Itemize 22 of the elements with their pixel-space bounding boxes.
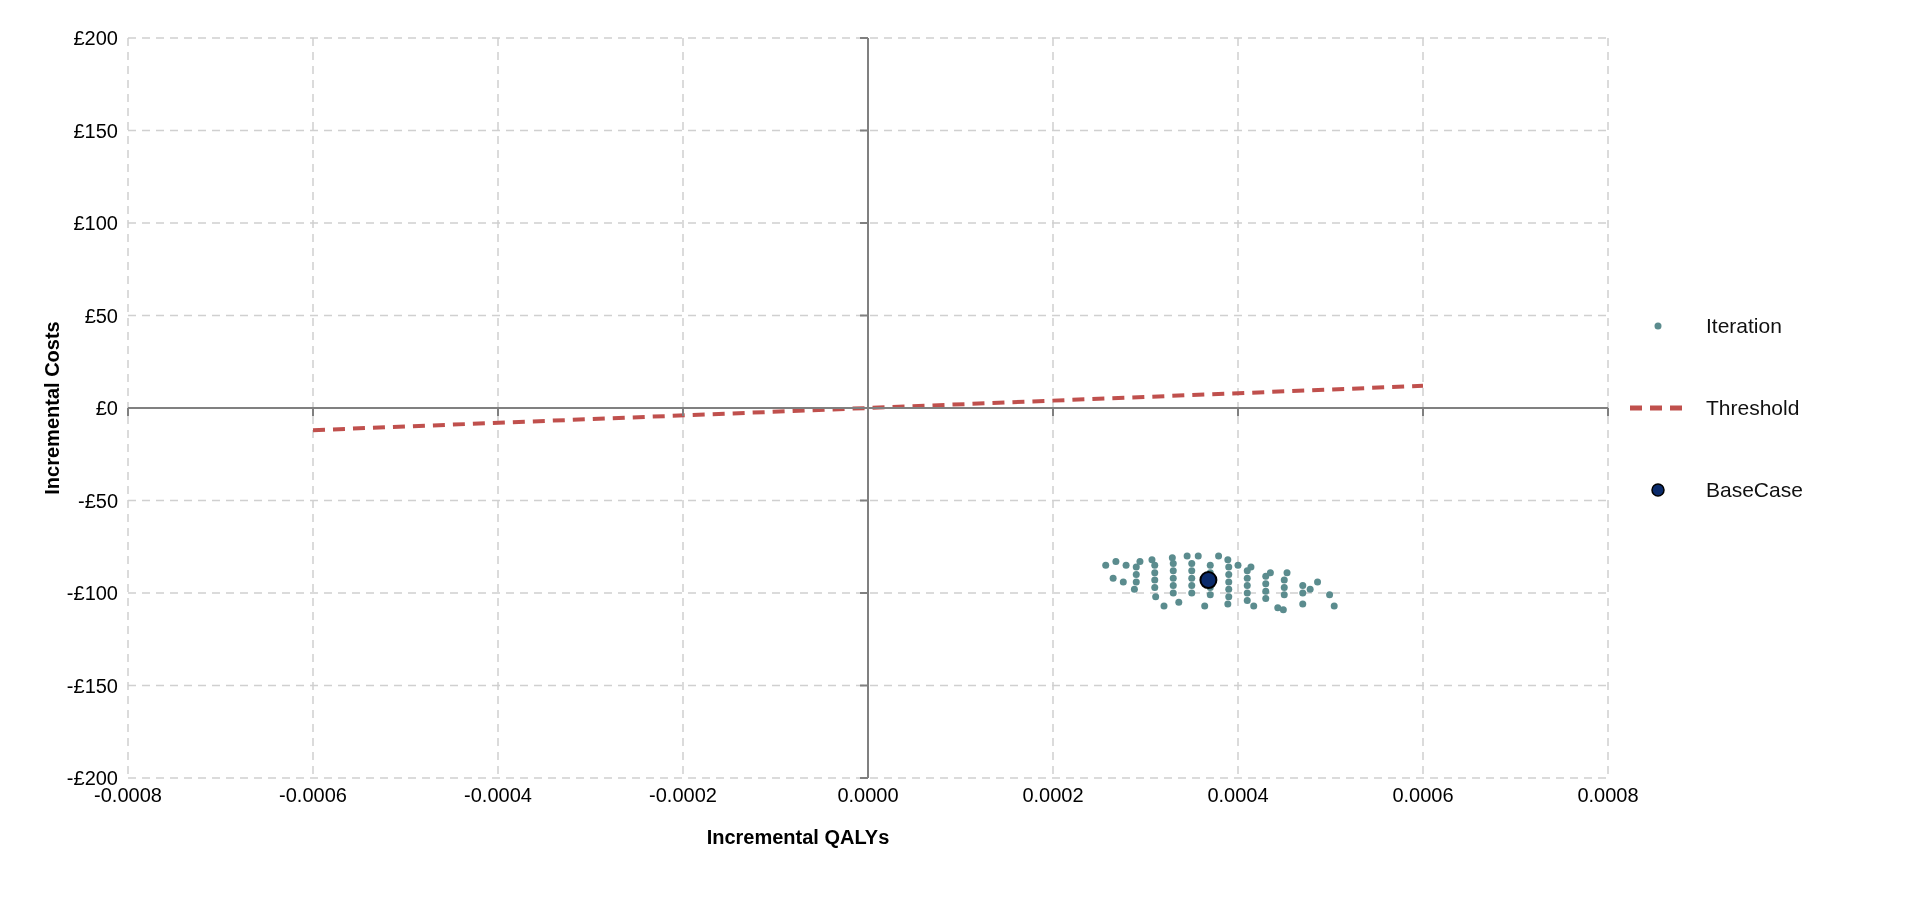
y-tick-label: £100 [73, 212, 118, 235]
y-tick-label: -£100 [66, 582, 118, 605]
y-tick-label: £50 [84, 304, 118, 327]
x-axis-title: Incremental QALYs [705, 826, 891, 849]
x-tick-label: -0.0004 [464, 784, 532, 807]
x-tick-label: 0.0008 [1577, 784, 1639, 807]
x-tick-label: -0.0006 [279, 784, 347, 807]
y-tick-label: £150 [73, 119, 118, 142]
y-axis-title: Incremental Costs [40, 321, 64, 495]
y-tick-label: £0 [95, 397, 118, 420]
y-tick-label: £200 [73, 27, 118, 50]
x-tick-label: -0.0008 [94, 784, 162, 807]
y-tick-label: -£150 [66, 674, 118, 697]
legend-label: Iteration [1706, 314, 1782, 338]
x-tick-label: 0.0000 [837, 784, 899, 807]
legend-label: Threshold [1706, 396, 1800, 420]
x-tick-label: 0.0006 [1392, 784, 1454, 807]
legend-label: BaseCase [1706, 478, 1803, 502]
x-tick-label: 0.0004 [1207, 784, 1269, 807]
x-tick-label: -0.0002 [649, 784, 717, 807]
x-tick-label: 0.0002 [1022, 784, 1084, 807]
y-tick-label: -£50 [77, 489, 118, 512]
